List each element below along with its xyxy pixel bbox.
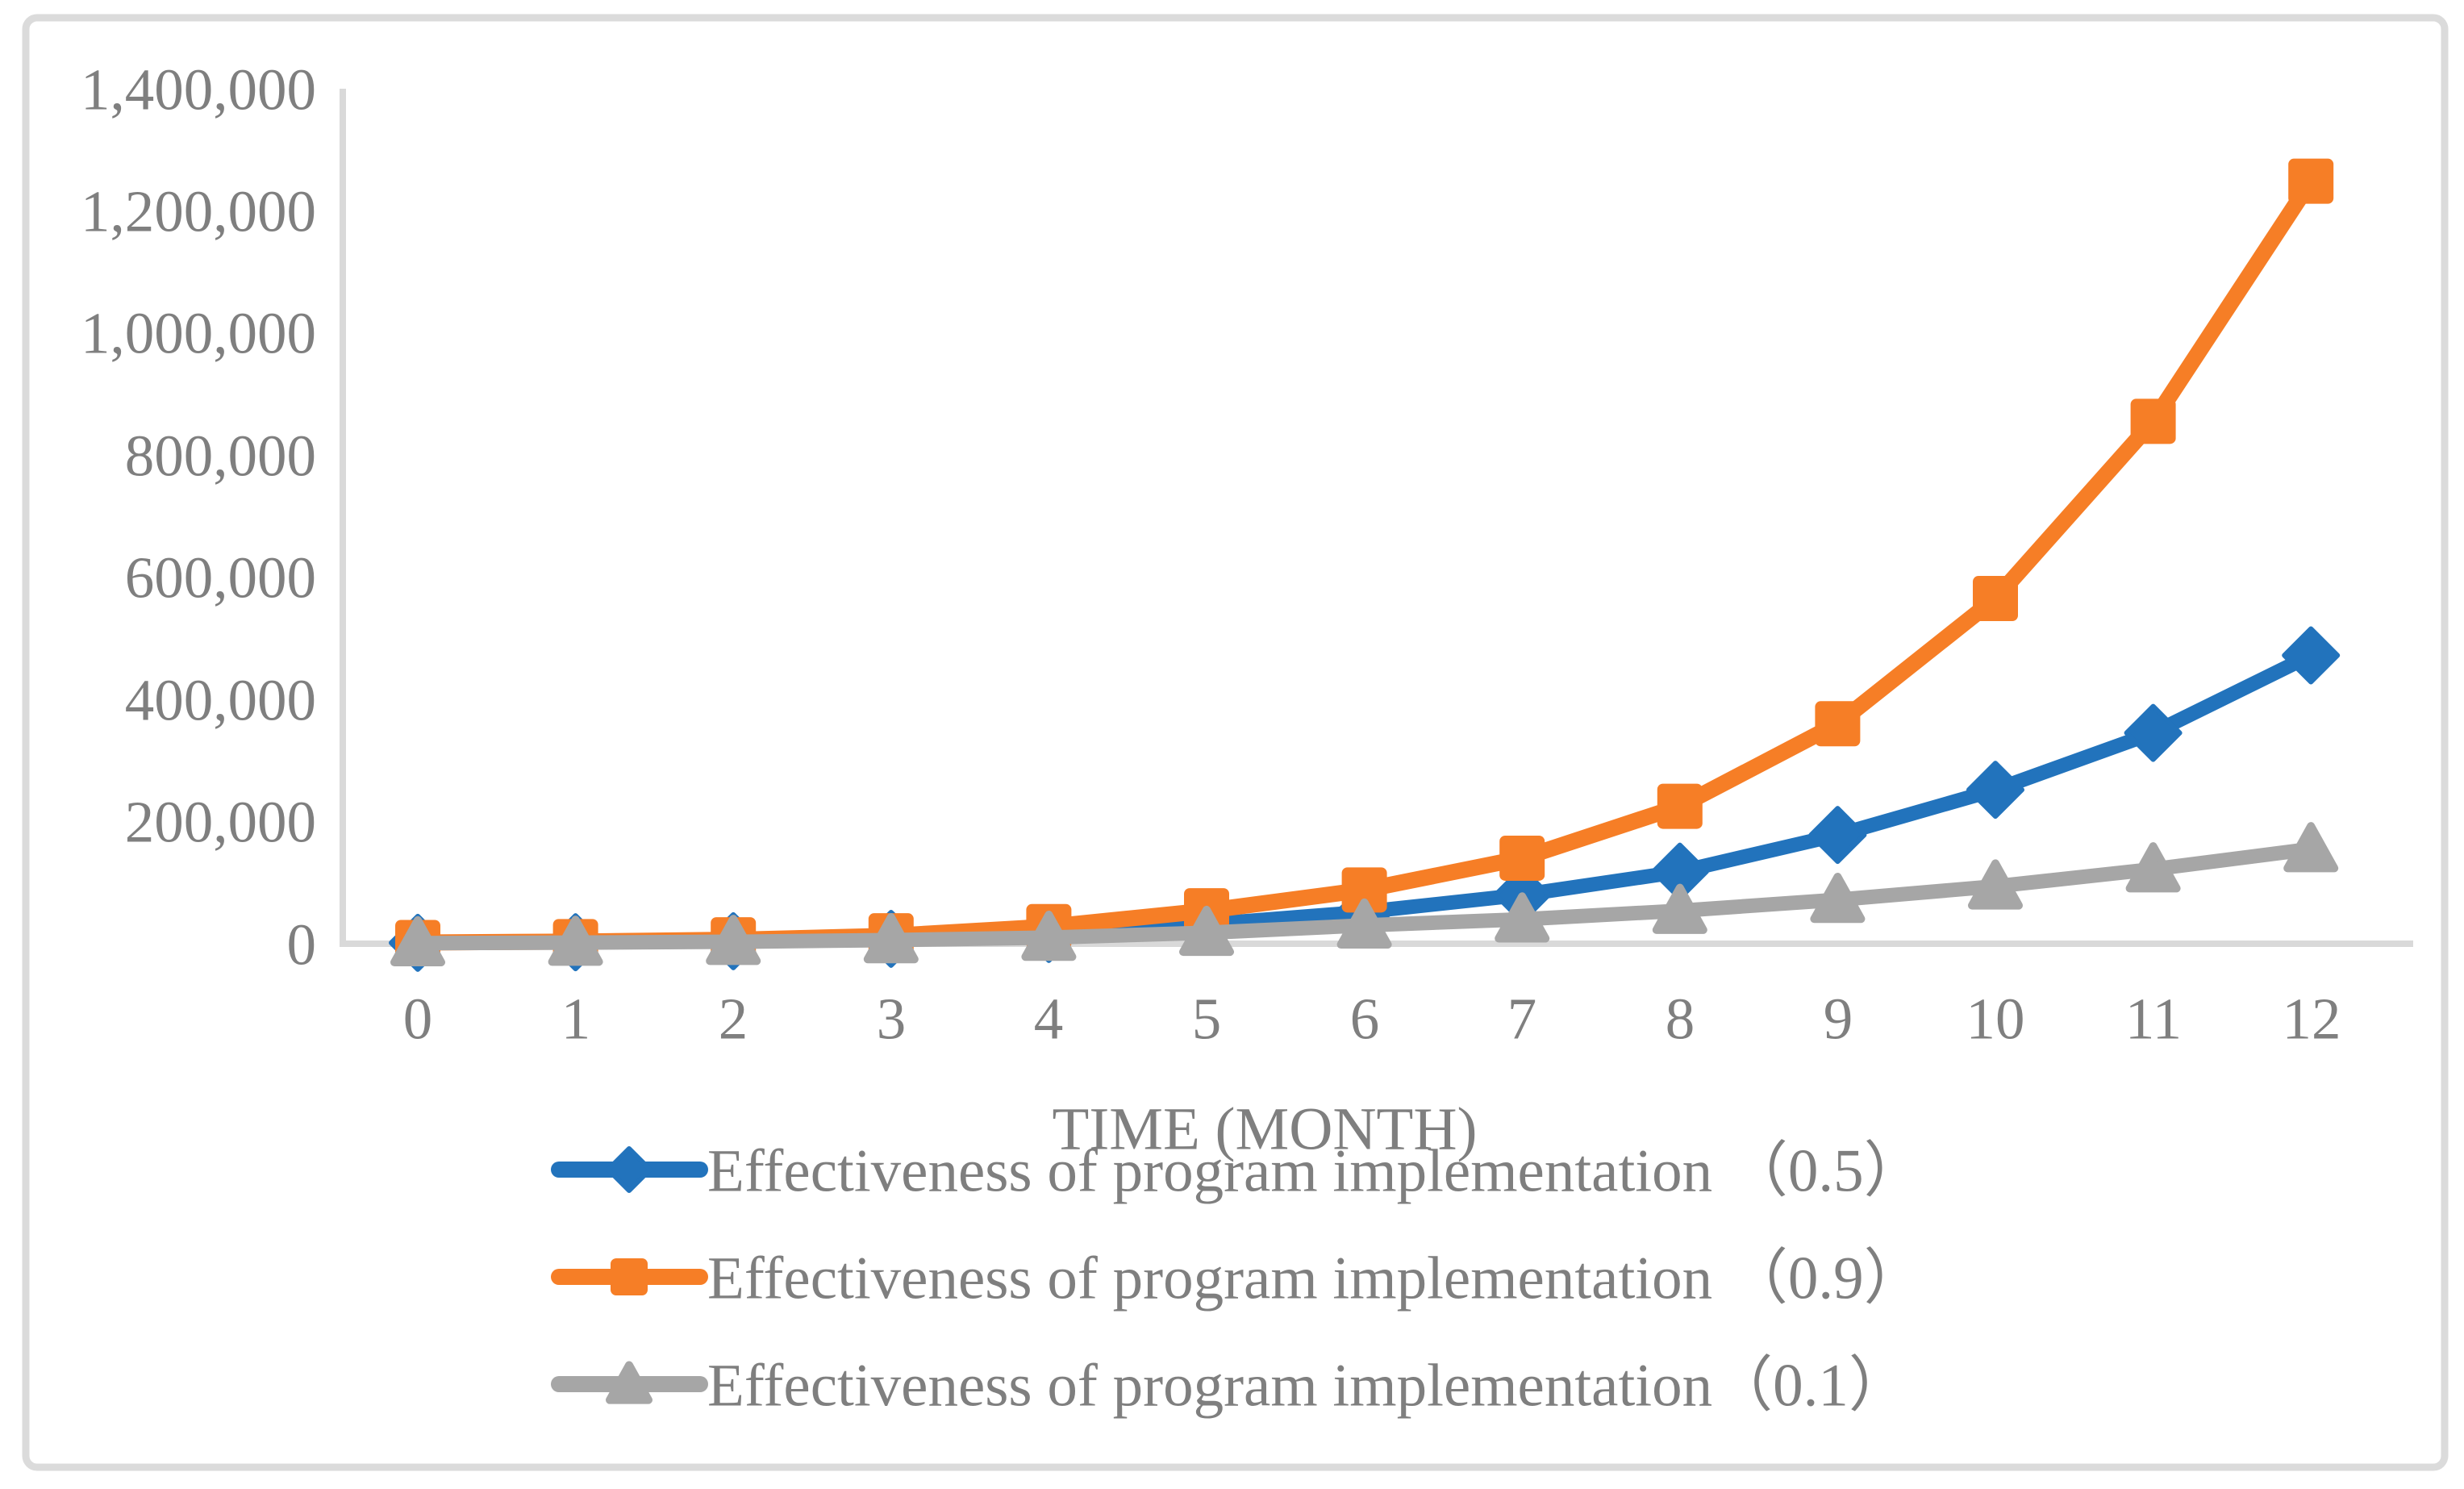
series-marker-2-5 (1179, 905, 1234, 957)
series-line-1 (410, 173, 2320, 951)
y-tick-label: 1,000,000 (81, 301, 316, 366)
series-marker-1-7 (1499, 835, 1545, 881)
y-tick-label: 200,000 (125, 790, 316, 855)
legend-label-effectiveness-0-1: Effectiveness of program implementation（… (707, 1352, 1909, 1419)
series-marker-2-12 (2283, 822, 2339, 873)
series-marker-2-4 (1021, 911, 1077, 961)
x-tick-label: 0 (403, 986, 433, 1052)
x-tick-label: 9 (1824, 986, 1853, 1052)
series-marker-0-10 (1966, 761, 2024, 820)
x-tick-label: 4 (1034, 986, 1064, 1052)
series-marker-1-8 (1657, 783, 1703, 829)
series-1 (395, 158, 2334, 966)
x-tick-label: 6 (1350, 986, 1380, 1052)
x-tick-label: 7 (1507, 986, 1537, 1052)
legend: Effectiveness of program implementation … (551, 1137, 1924, 1419)
x-axis-tick-labels: 0 1 2 3 4 5 6 7 8 9 10 11 12 (403, 986, 2341, 1052)
y-axis-tick-labels: 0 200,000 400,000 600,000 800,000 1,000,… (81, 57, 316, 978)
legend-marker-shape-2 (606, 1361, 652, 1404)
figure-border (22, 14, 2449, 1471)
series-marker-1-9 (1815, 701, 1861, 747)
series-marker-0-9 (1808, 806, 1867, 865)
y-tick-label: 800,000 (125, 423, 316, 489)
x-tick-label: 11 (2125, 986, 2182, 1052)
series-marker-2-3 (863, 913, 919, 964)
x-axis-title: TIME (MONTH) (1053, 1095, 1478, 1162)
x-tick-label: 10 (1966, 986, 2025, 1052)
series-marker-2-1 (548, 916, 603, 966)
y-tick-label: 0 (287, 912, 317, 978)
x-tick-label: 1 (561, 986, 591, 1052)
x-tick-label: 8 (1666, 986, 1695, 1052)
x-tick-label: 12 (2283, 986, 2341, 1052)
legend-marker-gray-triangle (551, 1361, 708, 1404)
legend-label-effectiveness-0-5: Effectiveness of program implementation … (707, 1137, 1924, 1204)
x-tick-label: 3 (877, 986, 907, 1052)
series-marker-2-7 (1495, 892, 1550, 943)
legend-marker-shape-0 (606, 1146, 652, 1193)
y-tick-label: 600,000 (125, 545, 316, 611)
series-marker-2-8 (1652, 883, 1707, 934)
series-marker-2-0 (390, 916, 445, 967)
series-marker-1-12 (2288, 158, 2334, 204)
series-marker-2-11 (2125, 842, 2181, 893)
x-tick-label: 5 (1192, 986, 1222, 1052)
series-marker-1-11 (2130, 398, 2176, 444)
series-marker-0-12 (2282, 626, 2341, 685)
legend-label-effectiveness-0-9: Effectiveness of program implementation … (707, 1245, 1924, 1312)
y-tick-label: 400,000 (125, 668, 316, 733)
legend-marker-shape-1 (611, 1258, 648, 1295)
series-layer (389, 158, 2341, 972)
series-marker-2-2 (706, 915, 761, 966)
legend-marker-blue-diamond (551, 1146, 708, 1193)
x-tick-label: 2 (719, 986, 748, 1052)
y-tick-label: 1,200,000 (81, 179, 316, 244)
series-marker-2-9 (1810, 873, 1866, 924)
y-tick-label: 1,400,000 (81, 57, 316, 123)
series-marker-2-6 (1336, 898, 1392, 949)
legend-marker-orange-square (551, 1258, 708, 1295)
series-marker-2-10 (1968, 859, 2023, 910)
series-marker-0-11 (2124, 703, 2183, 762)
series-marker-1-6 (1341, 867, 1387, 913)
series-marker-1-10 (1973, 576, 2018, 622)
series-2 (390, 822, 2339, 967)
